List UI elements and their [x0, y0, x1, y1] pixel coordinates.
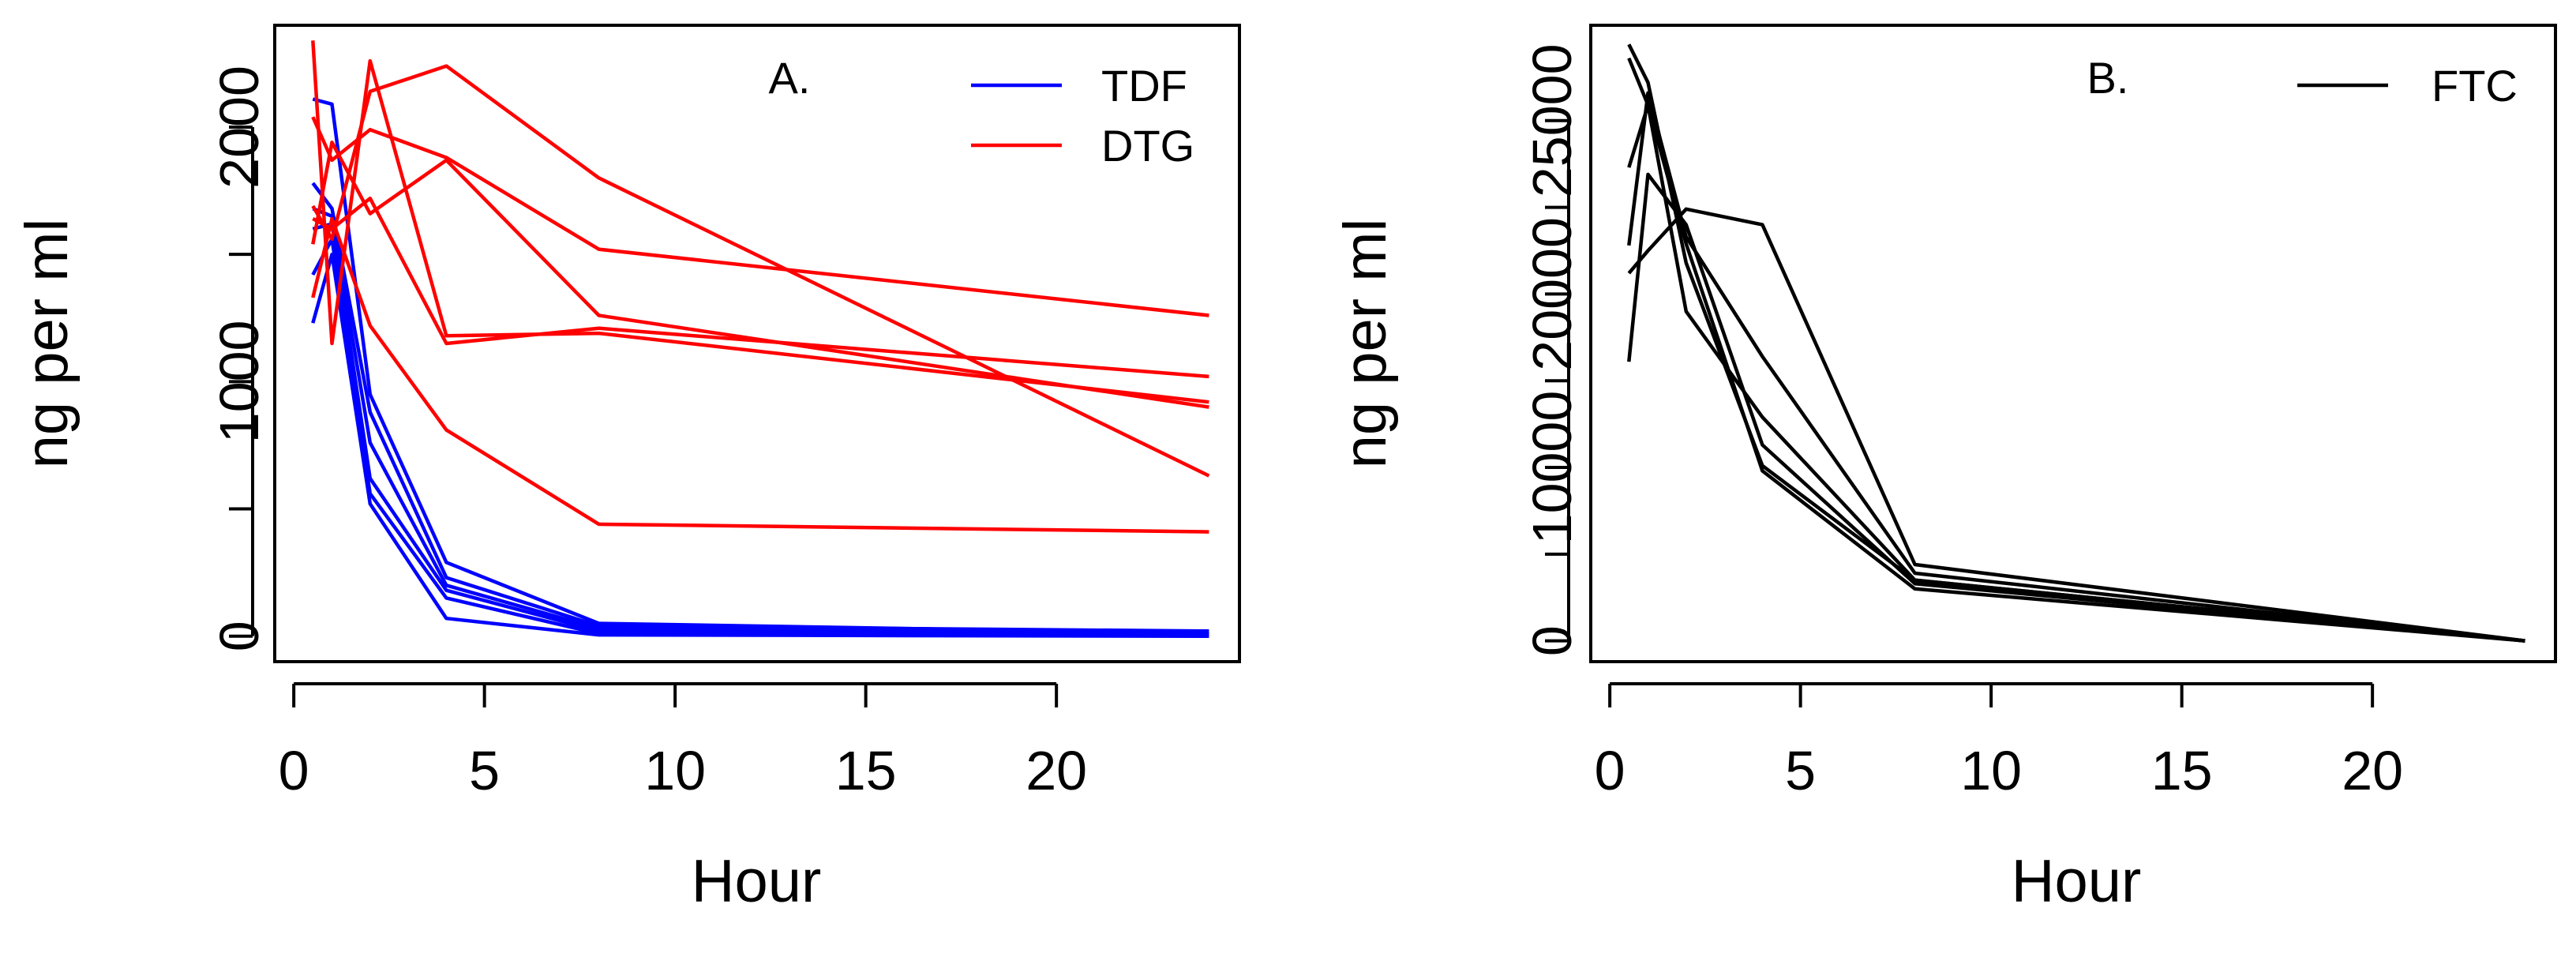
x-tick-label-b-1: 5 [1785, 740, 1816, 801]
series-line-ftc-4 [1627, 91, 2525, 643]
y-tick-label-a-0: 0 [208, 621, 270, 651]
x-tick-label-a-3: 15 [835, 740, 897, 801]
series-line-ftc-1 [1627, 43, 2525, 643]
series-line-ftc-6 [1627, 172, 2525, 643]
series-line-ftc-2 [1627, 57, 2525, 643]
series-line-dtg-7 [311, 40, 1209, 404]
plot-frame-b [1589, 24, 2557, 663]
y-axis-title-b: ng per ml [1332, 219, 1399, 469]
series-line-dtg-11 [311, 141, 1209, 409]
x-axis-title-b: Hour [2012, 848, 2142, 915]
chart-panel-a: 0 5 10 15 20 0 1000 2000 Hour ng per ml A. TDF DTG [13, 24, 1241, 915]
series-line-tdf-3 [312, 207, 1209, 636]
x-tick-label-b-2: 10 [1960, 740, 2022, 801]
legend-a: TDF DTG [971, 61, 1194, 171]
series-line-dtg-8 [311, 116, 1209, 317]
y-axis-title-a: ng per ml [13, 219, 81, 469]
x-tick-label-b-0: 0 [1595, 740, 1625, 801]
x-tick-label-a-4: 20 [1026, 740, 1087, 801]
x-tick-label-a-2: 10 [644, 740, 706, 801]
x-tick-label-b-3: 15 [2151, 740, 2213, 801]
series-line-dtg-9 [311, 64, 1210, 478]
legend-label-dtg: DTG [1101, 121, 1194, 171]
x-tick-label-a-1: 5 [469, 740, 500, 801]
series-line-dtg-12 [311, 216, 1209, 534]
x-tick-label-a-0: 0 [279, 740, 309, 801]
chart-panel-b: 0 5 10 15 20 0 10000 20000 25000 Hour ng per ml B. F… [1332, 24, 2557, 915]
y-tick-label-b-0: 0 [1521, 625, 1583, 656]
x-tick-label-b-4: 20 [2342, 740, 2403, 801]
y-tick-label-b-4: 20000 [1521, 217, 1583, 371]
y-tick-label-b-2: 10000 [1521, 391, 1583, 545]
panel-label-a: A. [769, 53, 811, 103]
plot-frame-a [273, 24, 1241, 663]
y-tick-label-a-4: 2000 [208, 66, 270, 189]
y-tick-label-b-6: 25000 [1521, 43, 1583, 197]
legend-label-tdf: TDF [1101, 61, 1187, 111]
legend-b: FTC [2297, 61, 2518, 111]
series-line-ftc-5 [1627, 207, 2525, 643]
y-tick-label-a-2: 1000 [208, 320, 270, 443]
panel-label-b: B. [2087, 53, 2129, 103]
x-axis-title-a: Hour [692, 848, 822, 915]
legend-label-ftc: FTC [2432, 61, 2518, 111]
series-line-ftc-3 [1627, 103, 2525, 643]
series-line-tdf-2 [311, 182, 1209, 633]
